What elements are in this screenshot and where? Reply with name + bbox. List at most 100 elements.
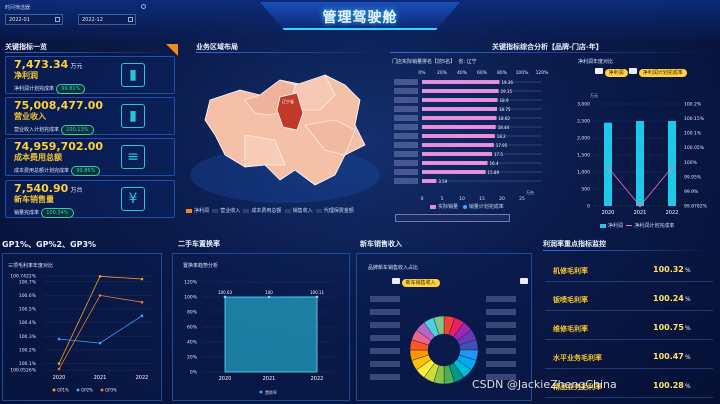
legend-label: 净利润 — [608, 223, 624, 229]
margin-row[interactable]: 钣喷毛利率 100.24 % — [545, 291, 713, 311]
bar-value-label: 18.9 — [500, 98, 509, 103]
toggle-checkbox[interactable] — [392, 278, 400, 284]
bar[interactable] — [422, 179, 437, 183]
kpi-card[interactable]: 75,008,477.00 营业收入 营业收入计划完成率 100.13% ▮ — [5, 97, 175, 135]
margin-name: 钣喷毛利率 — [553, 296, 588, 304]
toggle-checkbox[interactable] — [595, 68, 603, 74]
store-name-blurred — [394, 106, 418, 112]
area-point[interactable] — [267, 295, 271, 299]
line-point[interactable] — [57, 337, 61, 341]
tick-label: 0% — [418, 70, 426, 76]
value-label: 100 — [265, 290, 273, 295]
legend-label: 净利润 — [194, 208, 210, 214]
bar[interactable] — [668, 121, 676, 206]
legend-label: 销量计划完成率 — [468, 204, 504, 210]
hbar-title-text: 门店实际销量排名【前5名】 — [392, 59, 456, 65]
kpi-card[interactable]: 7,473.34 万元 净利润 净利润计划完成率 99.81% ▮ — [5, 56, 175, 94]
slice-label-blurred — [486, 296, 516, 302]
legend-label: 营业收入 — [220, 208, 241, 214]
bar[interactable] — [422, 116, 497, 120]
slice-label-blurred — [370, 374, 400, 380]
chip-net-profit[interactable]: 净利润 — [604, 69, 628, 77]
toggle-checkbox[interactable] — [629, 68, 638, 74]
margin-row[interactable]: 精品业务毛利率 100.28 % — [545, 378, 713, 398]
bar[interactable] — [422, 134, 495, 138]
kpi-card[interactable]: 74,959,702.00 成本费用总额 成本费用总额计划完成率 99.86% … — [5, 138, 175, 176]
bar-value-label: 18.75 — [499, 107, 511, 112]
line-point[interactable] — [140, 300, 144, 304]
bar[interactable] — [422, 125, 496, 129]
tick-label: 2021 — [634, 210, 647, 216]
tick-label: 100.7% — [19, 279, 37, 285]
area-point[interactable] — [223, 295, 227, 299]
bar[interactable] — [636, 121, 644, 206]
legend-swatch — [259, 390, 263, 394]
tick-label: 80% — [497, 70, 508, 76]
series-line — [58, 275, 143, 364]
legend-swatch — [462, 204, 467, 209]
map-region[interactable] — [304, 119, 356, 156]
store-name-blurred — [394, 88, 418, 94]
time-filter-label: 时间筛选器 — [5, 5, 31, 11]
kpi-title-line — [5, 52, 175, 53]
scroll-slider[interactable] — [395, 214, 510, 222]
tick-label: 40% — [187, 340, 198, 346]
bar[interactable] — [422, 107, 497, 111]
kpi-card[interactable]: 7,540.90 万台 新车销售量 销量完成率 100.34% ¥ — [5, 180, 175, 218]
map-region[interactable] — [244, 134, 286, 168]
yen-coin-icon: ¥ — [121, 187, 145, 211]
map-badge: 辽宁省 — [282, 98, 294, 104]
bar-value-label: 17.5 — [494, 152, 503, 157]
kpi-name: 成本费用总额 — [14, 153, 62, 162]
map-region-highlight[interactable] — [276, 92, 304, 131]
settings-icon[interactable] — [141, 4, 146, 9]
bar[interactable] — [604, 122, 612, 206]
margin-value: 100.28 — [653, 381, 684, 390]
margin-row[interactable]: 维修毛利率 100.75 % — [545, 320, 713, 340]
tick-label: 2020 — [219, 376, 232, 382]
filter-value[interactable]: 辽宁 — [466, 59, 477, 65]
donut-slice[interactable] — [433, 315, 445, 336]
legend-swatch — [284, 208, 291, 213]
kpi-rate-pill: 100.13% — [61, 125, 94, 135]
margin-panel-title: 利润率重点指标监控 — [543, 240, 606, 248]
store-name-blurred — [394, 97, 418, 103]
margin-row[interactable]: 水平业务毛利率 100.47 % — [545, 349, 713, 369]
toggle-checkbox[interactable] — [520, 278, 528, 286]
store-name-blurred — [394, 124, 418, 130]
tick-label: 2,000 — [577, 136, 590, 142]
slice-label-blurred — [486, 348, 516, 354]
margin-title-line — [543, 250, 713, 251]
gp-sub-title: 三项毛利率年度对比 — [8, 263, 54, 269]
margin-name: 维修毛利率 — [553, 325, 588, 333]
kpi-sub-label: 营业收入计划完成率 — [14, 127, 60, 133]
kpi-rate-pill: 100.34% — [41, 208, 74, 218]
date-start-input[interactable]: 2022-01 — [5, 14, 63, 25]
margin-unit: % — [685, 325, 691, 332]
bar-track — [422, 153, 542, 155]
chip-net-profit-rate[interactable]: 净利润计划完成率 — [638, 69, 687, 77]
used-car-title: 二手车置换率 — [178, 240, 220, 248]
margin-row[interactable]: 机修毛利率 100.32 % — [545, 262, 713, 282]
donut-chart[interactable] — [358, 292, 530, 400]
bar[interactable] — [422, 152, 492, 156]
tick-label: 2021 — [94, 375, 107, 381]
date-end-value: 2022-12 — [82, 17, 103, 23]
bar[interactable] — [422, 80, 500, 84]
bar[interactable] — [422, 98, 498, 102]
bar[interactable] — [422, 170, 486, 174]
area-point[interactable] — [315, 295, 319, 299]
bar[interactable] — [422, 143, 494, 147]
legend-swatch — [52, 388, 56, 392]
bar[interactable] — [422, 89, 499, 93]
bar[interactable] — [422, 161, 488, 165]
liaoning-map[interactable]: 辽宁省 — [185, 55, 385, 205]
line-point[interactable] — [140, 277, 144, 281]
filter-label: 省 — [458, 59, 464, 65]
date-end-input[interactable]: 2022-12 — [78, 14, 136, 25]
chip-new-car[interactable]: 新车销售收入 — [401, 279, 440, 287]
tick-label: 99.9% — [684, 189, 699, 195]
legend-swatch — [430, 204, 436, 209]
store-name-blurred — [394, 79, 418, 85]
store-name-blurred — [394, 115, 418, 121]
